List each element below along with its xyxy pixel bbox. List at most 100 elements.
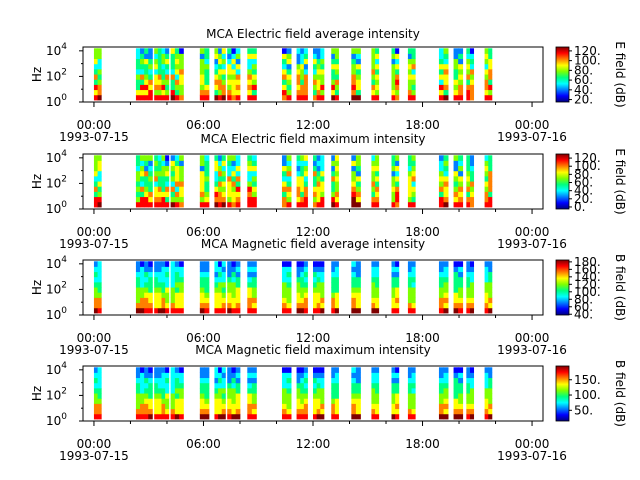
heatmap-cell bbox=[170, 403, 176, 410]
heatmap-cell bbox=[154, 403, 159, 410]
heatmap-cell bbox=[154, 382, 159, 389]
x-tick-label: 18:00 bbox=[405, 225, 440, 239]
heatmap-cell bbox=[411, 63, 416, 70]
heatmap-cell bbox=[286, 175, 292, 182]
heatmap-cell bbox=[438, 302, 444, 309]
heatmap-cell bbox=[144, 372, 149, 379]
heatmap-cell bbox=[227, 186, 232, 192]
heatmap-cell bbox=[391, 413, 396, 420]
heatmap-cell bbox=[484, 302, 489, 309]
heatmap-cell bbox=[148, 372, 153, 379]
heatmap-cell bbox=[313, 68, 318, 75]
heatmap-cell bbox=[438, 307, 444, 314]
heatmap-cell bbox=[161, 186, 166, 192]
heatmap-cell bbox=[204, 377, 210, 384]
heatmap-cell bbox=[316, 160, 321, 167]
heatmap-cell bbox=[154, 413, 159, 420]
heatmap-cell bbox=[371, 160, 376, 167]
heatmap-cell bbox=[371, 165, 376, 172]
heatmap-cell bbox=[97, 48, 102, 54]
heatmap-cell bbox=[443, 170, 449, 177]
heatmap-cell bbox=[231, 266, 237, 273]
heatmap-cell bbox=[316, 377, 321, 384]
heatmap-cell bbox=[154, 160, 159, 167]
heatmap-cell bbox=[411, 53, 416, 60]
heatmap-cell bbox=[235, 292, 241, 298]
heatmap-cell bbox=[221, 292, 226, 298]
heatmap-cell bbox=[93, 307, 98, 314]
heatmap-cell bbox=[334, 287, 339, 293]
heatmap-cell bbox=[148, 382, 153, 389]
heatmap-cell bbox=[204, 79, 210, 85]
heatmap-cell bbox=[214, 155, 219, 161]
heatmap-cell bbox=[469, 89, 475, 96]
heatmap-cell bbox=[174, 201, 180, 208]
heatmap-cell bbox=[300, 175, 305, 182]
heatmap-cell bbox=[221, 68, 226, 75]
heatmap-cell bbox=[251, 165, 257, 172]
heatmap-cell bbox=[214, 63, 219, 70]
heatmap-cell bbox=[443, 155, 449, 161]
heatmap-cell bbox=[453, 292, 459, 298]
heatmap-cell bbox=[334, 413, 339, 420]
heatmap-cell bbox=[97, 181, 102, 187]
heatmap-cell bbox=[281, 170, 287, 177]
heatmap-cell bbox=[469, 287, 475, 293]
heatmap-cell bbox=[161, 413, 166, 420]
heatmap-cell bbox=[93, 165, 98, 172]
heatmap-cell bbox=[204, 89, 210, 96]
heatmap-cell bbox=[179, 377, 184, 384]
heatmap-cell bbox=[453, 160, 459, 167]
heatmap-cell bbox=[320, 403, 325, 410]
heatmap-cell bbox=[286, 181, 292, 187]
heatmap-cell bbox=[296, 94, 301, 101]
heatmap-cell bbox=[144, 74, 149, 80]
heatmap-cell bbox=[355, 63, 361, 70]
heatmap-cell bbox=[488, 186, 493, 192]
heatmap-cell bbox=[144, 48, 149, 54]
heatmap-cell bbox=[331, 94, 336, 101]
heatmap-cell bbox=[411, 367, 416, 373]
heatmap-cell bbox=[303, 58, 308, 65]
heatmap-cell bbox=[93, 79, 98, 85]
heatmap-cell bbox=[286, 84, 292, 91]
heatmap-cell bbox=[140, 398, 145, 404]
heatmap-cell bbox=[214, 79, 219, 85]
heatmap-cell bbox=[453, 48, 459, 54]
heatmap-cell bbox=[313, 292, 318, 298]
heatmap-cell bbox=[199, 155, 205, 161]
heatmap-cell bbox=[484, 58, 489, 65]
heatmap-cell bbox=[235, 165, 241, 172]
heatmap-cell bbox=[320, 398, 325, 404]
heatmap-cell bbox=[231, 201, 237, 208]
heatmap-cell bbox=[227, 89, 232, 96]
heatmap-cell bbox=[331, 377, 336, 384]
heatmap-cell bbox=[466, 297, 471, 304]
heatmap-cell bbox=[391, 165, 396, 172]
heatmap-cell bbox=[466, 201, 471, 208]
heatmap-cell bbox=[204, 165, 210, 172]
heatmap-cell bbox=[199, 53, 205, 60]
heatmap-cell bbox=[218, 196, 223, 203]
x-tick-label: 12:00 bbox=[296, 118, 331, 132]
heatmap-cell bbox=[179, 170, 184, 177]
heatmap-cell bbox=[235, 266, 241, 273]
heatmap-cell bbox=[144, 196, 149, 203]
heatmap-cell bbox=[154, 261, 159, 267]
heatmap-cell bbox=[351, 292, 357, 298]
heatmap-cell bbox=[286, 196, 292, 203]
heatmap-cell bbox=[231, 53, 237, 60]
heatmap-cell bbox=[411, 307, 416, 314]
heatmap-cell bbox=[395, 63, 400, 70]
heatmap-cell bbox=[231, 181, 237, 187]
heatmap-cell bbox=[281, 382, 287, 389]
heatmap-cell bbox=[371, 398, 376, 404]
heatmap-cell bbox=[320, 201, 325, 208]
heatmap-cell bbox=[179, 261, 184, 267]
heatmap-cell bbox=[484, 94, 489, 101]
heatmap-cell bbox=[157, 74, 162, 80]
heatmap-cell bbox=[199, 261, 205, 267]
heatmap-cell bbox=[331, 271, 336, 278]
heatmap-cell bbox=[300, 377, 305, 384]
heatmap-cell bbox=[484, 68, 489, 75]
